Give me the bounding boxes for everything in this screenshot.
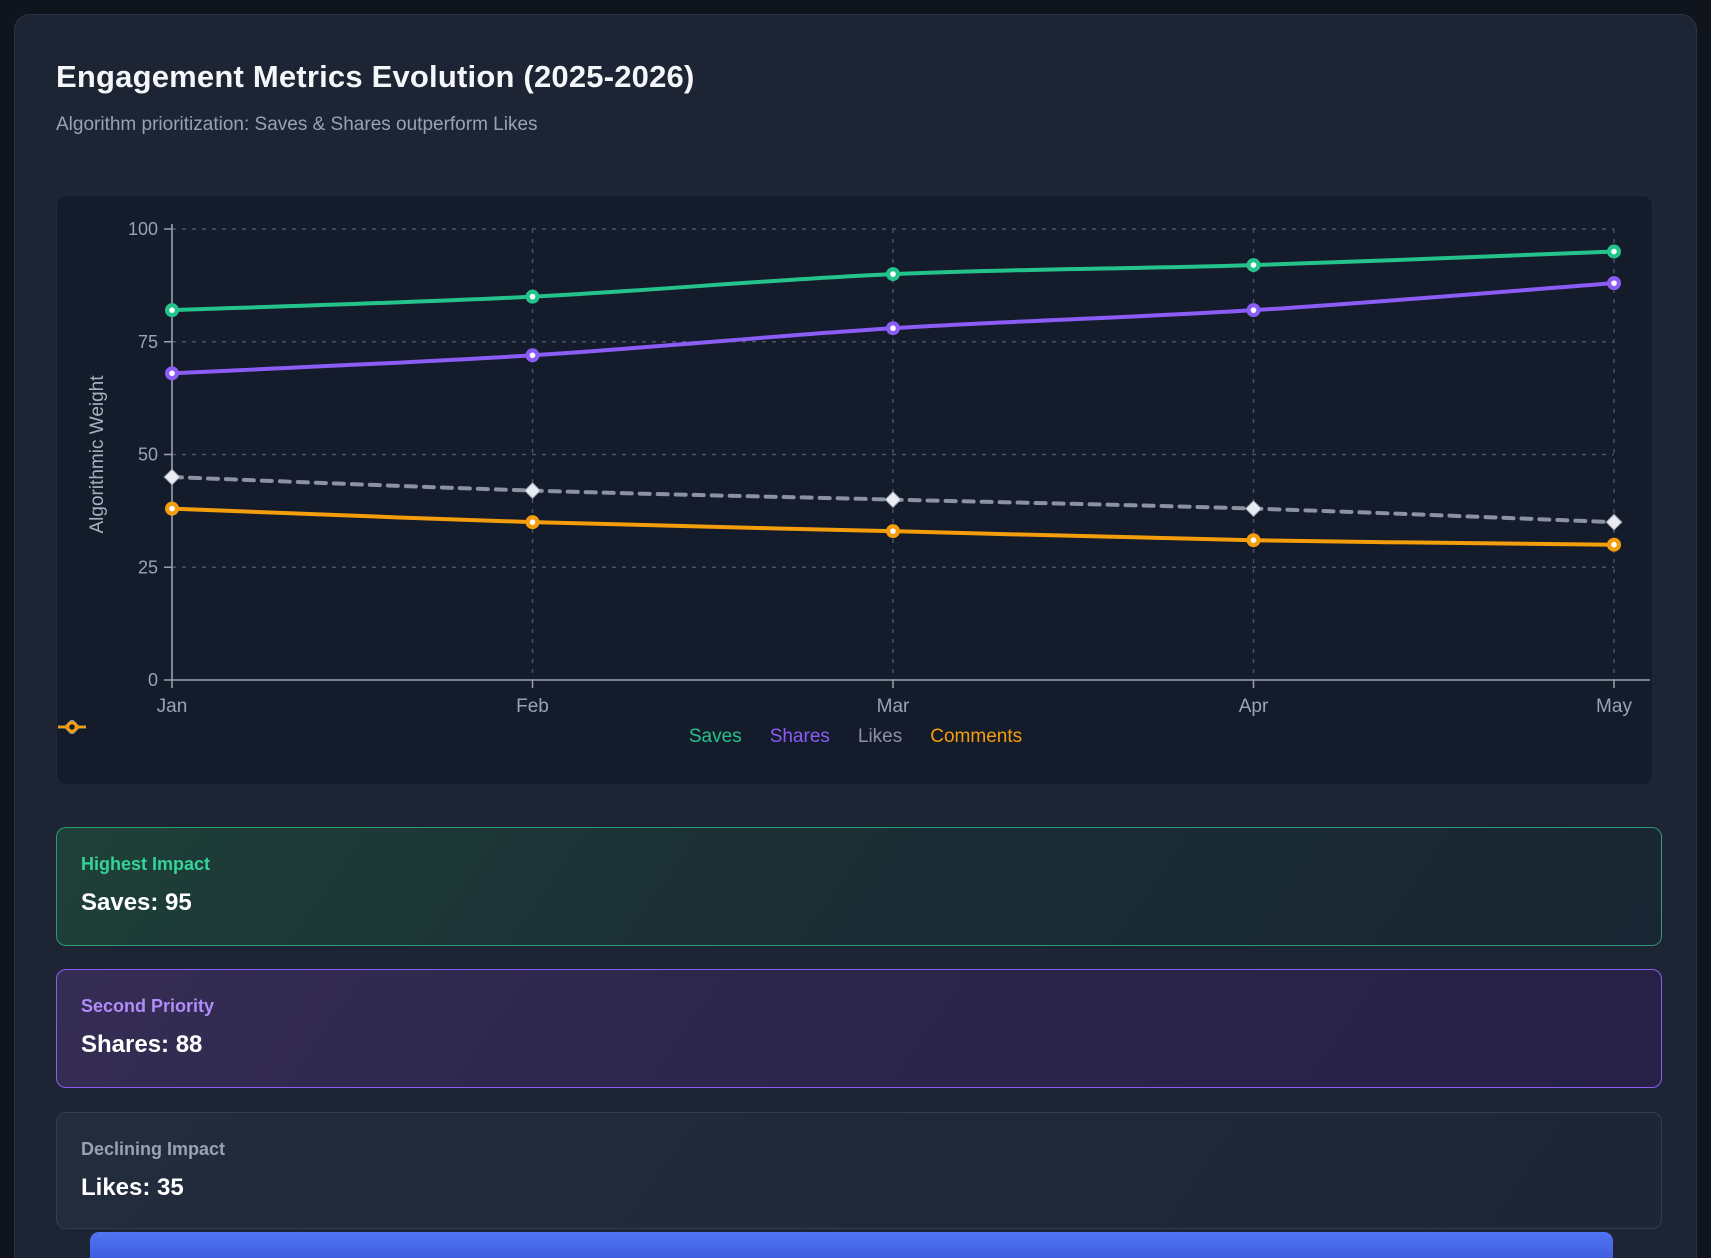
highest-impact-card: Highest Impact Saves: 95 <box>56 827 1662 946</box>
comments-point-core <box>1250 537 1257 543</box>
second-priority-card: Second Priority Shares: 88 <box>56 969 1662 1088</box>
y-axis-title: Algorithmic Weight <box>87 375 108 534</box>
likes-point <box>524 482 541 500</box>
y-tick-label: 100 <box>128 219 158 239</box>
legend-item-saves[interactable]: Saves <box>58 721 742 748</box>
x-tick-label: Mar <box>877 696 910 717</box>
shares-point-core <box>890 325 896 332</box>
x-tick-label: Feb <box>516 696 549 717</box>
page-subtitle: Algorithm prioritization: Saves & Shares… <box>56 114 538 135</box>
legend-label: Comments <box>930 726 1023 747</box>
declining-impact-card: Declining Impact Likes: 35 <box>56 1112 1662 1229</box>
chart-legend: Saves Shares Likes Comments <box>57 720 1654 754</box>
legend-item-comments[interactable]: Comments <box>58 721 1023 748</box>
y-tick-label: 0 <box>148 670 158 690</box>
likes-point <box>163 468 181 486</box>
saves-point-core <box>529 293 536 300</box>
saves-point-core <box>1250 262 1257 268</box>
x-tick-label: Jan <box>157 696 188 717</box>
x-tick-label: Apr <box>1239 696 1269 717</box>
shares-point-core <box>1611 280 1617 286</box>
shares-point-core <box>529 352 536 359</box>
comments-point-core <box>1611 541 1617 548</box>
card-label: Declining Impact <box>81 1139 226 1159</box>
likes-point <box>1245 500 1262 518</box>
page-title: Engagement Metrics Evolution (2025-2026) <box>56 59 695 94</box>
legend-item-shares[interactable]: Shares <box>58 721 830 748</box>
comments-point-core <box>529 519 536 525</box>
saves-point-core <box>169 307 175 313</box>
card-value: Saves: 95 <box>81 889 192 916</box>
legend-label: Likes <box>857 726 903 747</box>
card-label: Second Priority <box>81 996 215 1016</box>
main-card: Engagement Metrics Evolution (2025-2026)… <box>14 14 1697 1258</box>
card-value: Shares: 88 <box>81 1031 203 1058</box>
shares-point-core <box>169 370 175 377</box>
legend-item-likes[interactable]: Likes <box>58 720 903 748</box>
y-tick-label: 50 <box>138 445 158 465</box>
card-label: Highest Impact <box>81 854 211 874</box>
saves-point-core <box>1611 248 1617 255</box>
x-tick-label: May <box>1596 696 1632 717</box>
comments-point-core <box>169 505 175 512</box>
shares-point-core <box>1250 307 1257 313</box>
chart-panel: 0 25 50 75 100 Jan Feb Mar Apr May Algorithmic Wei… <box>56 195 1653 785</box>
saves-point-core <box>890 271 896 277</box>
comments-point-core <box>890 528 896 534</box>
likes-point <box>884 491 902 509</box>
y-tick-label: 25 <box>138 557 158 577</box>
legend-label: Shares <box>769 726 830 747</box>
line-chart: 0 25 50 75 100 Jan Feb Mar Apr May Algorithmic Wei… <box>87 219 1650 717</box>
card-value: Likes: 35 <box>81 1174 184 1201</box>
legend-label: Saves <box>688 726 742 747</box>
legend-marker-icon <box>58 721 86 733</box>
y-tick-label: 75 <box>138 332 158 352</box>
partial-bottom-element[interactable] <box>90 1232 1613 1258</box>
likes-point <box>1605 513 1623 531</box>
